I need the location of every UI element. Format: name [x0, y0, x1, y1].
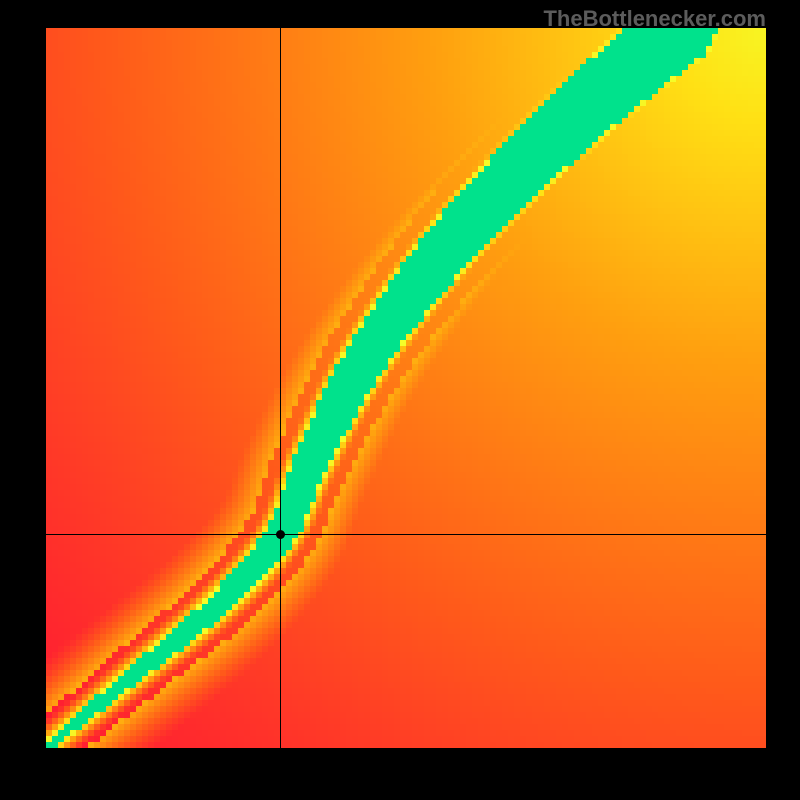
watermark-text: TheBottlenecker.com — [543, 6, 766, 32]
chart-container: TheBottlenecker.com — [0, 0, 800, 800]
crosshair-vertical — [280, 28, 281, 748]
crosshair-horizontal — [46, 534, 766, 535]
crosshair-marker — [276, 530, 285, 539]
bottleneck-heatmap — [46, 28, 766, 748]
